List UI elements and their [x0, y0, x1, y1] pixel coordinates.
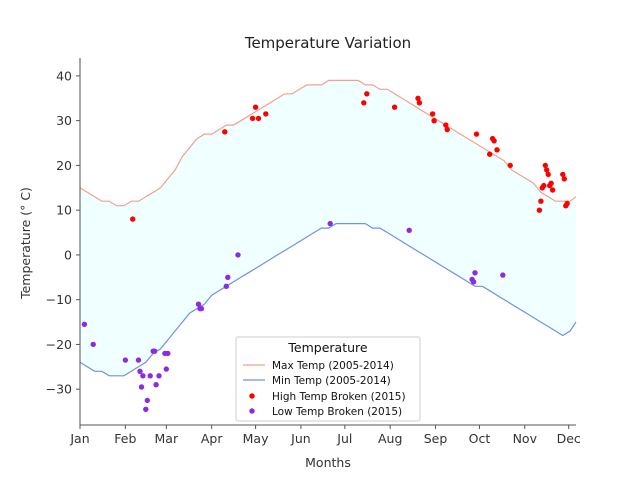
low-temp-point: [195, 301, 202, 307]
high-temp-point: [429, 111, 436, 117]
legend: Temperature Max Temp (2005-2014) Min Tem…: [235, 336, 421, 422]
high-temp-point: [564, 200, 570, 207]
x-tick-label: Jun: [290, 431, 311, 446]
legend-swatch-high: [249, 393, 255, 399]
axes: [79, 58, 576, 426]
high-temp-point: [536, 207, 543, 213]
high-temp-point: [130, 216, 136, 222]
legend-label-min: Min Temp (2005-2014): [272, 375, 391, 387]
x-tick-label: Nov: [513, 431, 538, 446]
y-tick-label: 40: [56, 68, 72, 83]
legend-box: [235, 336, 421, 422]
y-tick-label: 10: [56, 203, 72, 218]
y-tick-label: 20: [56, 158, 72, 173]
high-temp-point: [443, 122, 449, 128]
high-temp-point: [507, 162, 513, 169]
x-tick-label: Mar: [155, 431, 179, 446]
x-tick-label: Dec: [557, 431, 581, 446]
high-temp-point: [361, 100, 367, 106]
low-temp-point: [470, 279, 477, 285]
low-temp-point: [165, 350, 171, 357]
legend-label-high: High Temp Broken (2015): [272, 391, 406, 403]
low-temp-point: [156, 373, 162, 379]
low-temp-point: [138, 384, 145, 390]
high-temp-point: [444, 126, 450, 133]
high-temp-point: [545, 171, 551, 178]
low-temp-point: [81, 321, 88, 327]
low-temp-point: [500, 272, 506, 278]
y-tick-label: −30: [46, 382, 72, 397]
low-temp-point: [137, 368, 143, 374]
legend-label-low: Low Temp Broken (2015): [272, 406, 402, 418]
high-temp-point: [494, 147, 500, 153]
high-temp-point: [255, 115, 262, 122]
x-tick-label: Aug: [378, 431, 402, 446]
scatter-points: [81, 91, 570, 412]
legend-label-max: Max Temp (2005-2014): [272, 360, 394, 372]
high-temp-point: [249, 115, 256, 122]
y-tick-label: 0: [64, 247, 72, 262]
y-tick-label: −10: [46, 292, 72, 307]
min-temp-line: [79, 223, 577, 377]
high-temp-point: [561, 176, 567, 182]
high-temp-point: [538, 198, 544, 204]
y-axis-label: Temperature (° C): [18, 187, 33, 300]
max-temp-line: [79, 79, 577, 207]
low-temp-point: [143, 406, 149, 412]
low-temp-point: [406, 227, 412, 233]
x-tick-label: Sep: [424, 431, 448, 446]
legend-swatch-low: [249, 408, 255, 414]
y-tick-label: −20: [46, 337, 72, 352]
low-temp-point: [122, 357, 129, 363]
x-axis-label: Months: [305, 455, 351, 470]
low-temp-point: [223, 283, 229, 289]
low-temp-point: [235, 252, 241, 258]
high-temp-point: [541, 182, 547, 189]
x-tick-label: May: [243, 431, 269, 446]
low-temp-point: [327, 220, 333, 227]
high-temp-point: [549, 187, 556, 193]
x-tick-label: Oct: [469, 431, 491, 446]
high-temp-point: [252, 104, 259, 110]
high-temp-point: [544, 167, 550, 173]
x-tick-label: Apr: [201, 431, 223, 446]
chart-title: Temperature Variation: [244, 34, 411, 52]
y-ticks: −30 −20 −10 0 10 20 30 40: [46, 68, 80, 397]
high-temp-point: [548, 180, 554, 186]
low-temp-point: [151, 348, 158, 354]
high-temp-point: [415, 95, 421, 102]
low-temp-point: [225, 274, 231, 280]
low-temp-point: [140, 373, 146, 379]
high-temp-point: [487, 151, 493, 157]
low-temp-point: [144, 397, 150, 404]
high-temp-point: [560, 171, 566, 178]
low-temp-point: [90, 341, 96, 348]
low-temp-point: [153, 382, 159, 388]
x-tick-label: Jul: [336, 431, 352, 446]
high-temp-point: [473, 131, 480, 137]
high-temp-point: [431, 118, 437, 124]
low-temp-point: [198, 305, 205, 312]
series-lines: [79, 79, 577, 377]
high-temp-point: [222, 129, 228, 135]
low-temp-point: [472, 270, 478, 276]
high-temp-point: [263, 111, 269, 117]
x-ticks: Jan Feb Mar Apr May Jun Jul Aug Sep Oct Nov Dec: [69, 425, 581, 446]
y-tick-label: 30: [56, 113, 72, 128]
legend-title: Temperature: [287, 340, 367, 355]
x-tick-label: Jan: [69, 431, 89, 446]
low-temp-point: [163, 366, 169, 372]
high-temp-point: [416, 100, 423, 106]
low-temp-point: [147, 373, 153, 379]
high-temp-point: [391, 104, 398, 110]
low-temp-point: [135, 357, 142, 363]
high-temp-point: [542, 162, 548, 169]
high-temp-point: [491, 138, 497, 144]
high-temp-point: [364, 91, 370, 97]
x-tick-label: Feb: [114, 431, 136, 446]
